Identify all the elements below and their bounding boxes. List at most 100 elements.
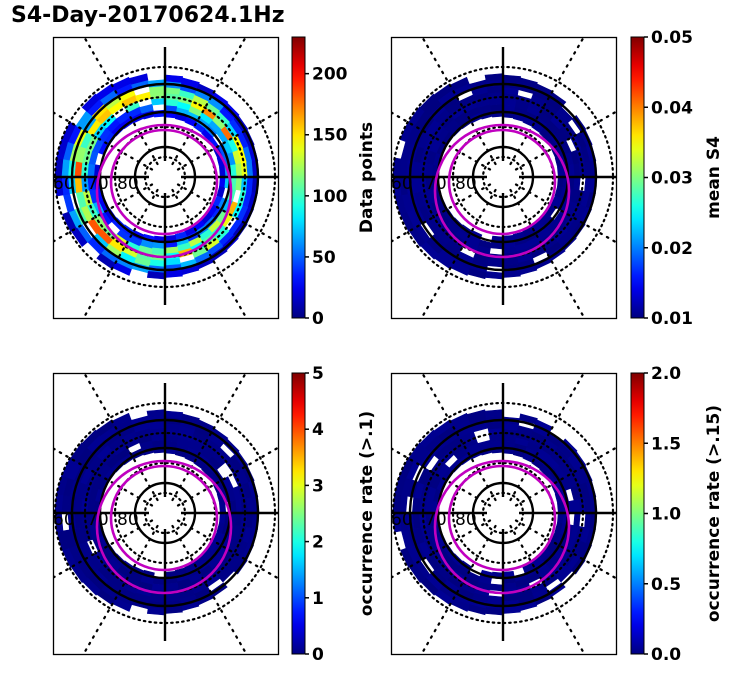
dotted-meridian xyxy=(83,37,159,166)
colorbar: 0 50 100 150 200 Data points xyxy=(291,36,377,329)
lat-label: 60 xyxy=(53,510,75,530)
heatmap-cell xyxy=(487,259,504,268)
dotted-meridian xyxy=(391,111,492,171)
colorbar-tick-label: 0.05 xyxy=(651,28,693,48)
heatmap-cell xyxy=(164,410,184,419)
heatmap-cell xyxy=(56,139,69,160)
heatmap-cell xyxy=(519,413,538,425)
heatmap-cell xyxy=(489,583,504,592)
heatmap-cell xyxy=(484,607,504,616)
colorbar-tick-label: 200 xyxy=(312,65,348,85)
dotted-lat-circle xyxy=(481,155,525,199)
heatmap-cell xyxy=(484,73,504,82)
lat-label: 70 xyxy=(425,510,447,530)
heatmap-cell xyxy=(81,429,100,448)
colorbar-tick-label: 2.0 xyxy=(651,364,681,384)
colorbar-tick-label: 0.02 xyxy=(651,239,693,259)
heatmap-cell xyxy=(519,77,538,89)
dotted-meridian xyxy=(421,524,497,653)
heatmap-cell xyxy=(56,475,69,496)
dotted-meridian xyxy=(514,446,616,507)
lat-label: 60 xyxy=(53,174,75,194)
colorbar-tick-label: 3 xyxy=(312,476,324,496)
heatmap-cell xyxy=(502,605,521,614)
colorbar-tick-label: 1.0 xyxy=(651,505,681,525)
heatmap-cell xyxy=(181,77,200,89)
dotted-lat-circle xyxy=(143,491,187,535)
auroral-oval-poleward xyxy=(447,128,557,236)
dotted-meridian xyxy=(83,188,159,317)
heatmap-cell xyxy=(128,73,149,85)
dotted-meridian xyxy=(176,183,278,244)
dotted-meridian xyxy=(53,519,154,579)
auroral-oval-poleward xyxy=(109,464,219,572)
plot-area: 60 70 80 xyxy=(391,373,616,653)
plot-area: 60 70 80 xyxy=(391,37,616,317)
dotted-meridian xyxy=(83,373,159,502)
dotted-meridian xyxy=(171,524,247,653)
colorbar-tick-label: 0.5 xyxy=(651,575,681,595)
lat-label: 70 xyxy=(87,174,109,194)
heatmap-cell xyxy=(81,93,100,112)
heatmap-cell xyxy=(146,607,166,616)
dotted-meridian xyxy=(53,111,154,171)
colorbar-label: occurrence rate (>.1) xyxy=(357,411,377,616)
polar-panel-3: 60 70 80 0 1 2 3 4 5 occurrence rate (>.1) xyxy=(52,364,377,665)
colorbar-label: occurrence rate (>.15) xyxy=(704,405,724,622)
dotted-meridian xyxy=(176,446,278,507)
heatmap-cell xyxy=(411,496,421,514)
heatmap-cell xyxy=(63,193,75,213)
dotted-meridian xyxy=(509,373,585,502)
colorbar-tick-label: 1 xyxy=(312,589,324,609)
colorbar-tick-label: 100 xyxy=(312,187,348,207)
plot-area: 60 70 80 xyxy=(53,373,278,653)
colorbar-label: Data points xyxy=(357,122,377,233)
dotted-meridian xyxy=(509,37,585,166)
auroral-oval-equatorward xyxy=(95,459,233,595)
heatmap-cell xyxy=(164,269,183,278)
colorbar: 0.0 0.5 1.0 1.5 2.0 occurrence rate (>.15) xyxy=(630,364,724,665)
lat-label: 70 xyxy=(425,174,447,194)
dotted-meridian xyxy=(509,524,585,653)
lat-label: 80 xyxy=(117,174,139,194)
heatmap-cell xyxy=(502,269,521,278)
dotted-meridian xyxy=(176,110,278,171)
dotted-meridian xyxy=(53,447,154,507)
figure-title: S4-Day-20170624.1Hz xyxy=(11,3,285,28)
dotted-meridian xyxy=(171,188,247,317)
colorbar-tick-label: 0.03 xyxy=(651,169,693,189)
colorbar-tick-label: 2 xyxy=(312,533,324,553)
polar-panel-1: 60 70 80 0 50 100 150 200 Data points xyxy=(52,36,377,329)
heatmap-cell xyxy=(556,566,573,583)
auroral-oval-equatorward xyxy=(433,123,571,259)
heatmap-cell xyxy=(394,475,407,496)
lat-label: 80 xyxy=(455,510,477,530)
colorbar-tick-label: 0.04 xyxy=(651,98,693,118)
colorbar: 0.01 0.02 0.03 0.04 0.05 mean S4 xyxy=(630,28,724,329)
dotted-meridian xyxy=(391,447,492,507)
colorbar-tick-label: 50 xyxy=(312,248,336,268)
lat-label: 80 xyxy=(455,174,477,194)
lat-label: 80 xyxy=(117,510,139,530)
colorbar: 0 1 2 3 4 5 occurrence rate (>.1) xyxy=(291,364,377,665)
polar-panel-4: 60 70 80 0.0 0.5 1.0 1.5 2.0 occurrence rate (>.… xyxy=(390,364,724,665)
heatmap-cell xyxy=(146,409,166,418)
dotted-meridian xyxy=(391,183,492,243)
dotted-meridian xyxy=(53,183,154,243)
heatmap-cell xyxy=(146,271,166,280)
dotted-meridian xyxy=(421,37,497,166)
heatmap-cell xyxy=(218,566,235,583)
auroral-oval-equatorward xyxy=(95,123,233,259)
axes-frame xyxy=(52,36,280,320)
colorbar-tick-label: 5 xyxy=(312,364,324,384)
heatmap-cell xyxy=(419,429,438,448)
lat-label: 70 xyxy=(87,510,109,530)
heatmap-cell xyxy=(502,74,522,83)
heatmap-cell xyxy=(484,409,504,418)
colorbar-gradient xyxy=(630,372,645,655)
heatmap-cell xyxy=(181,413,200,425)
lat-label: 60 xyxy=(391,174,413,194)
colorbar-tick-label: 4 xyxy=(312,420,324,440)
heatmap-cell xyxy=(419,93,438,112)
